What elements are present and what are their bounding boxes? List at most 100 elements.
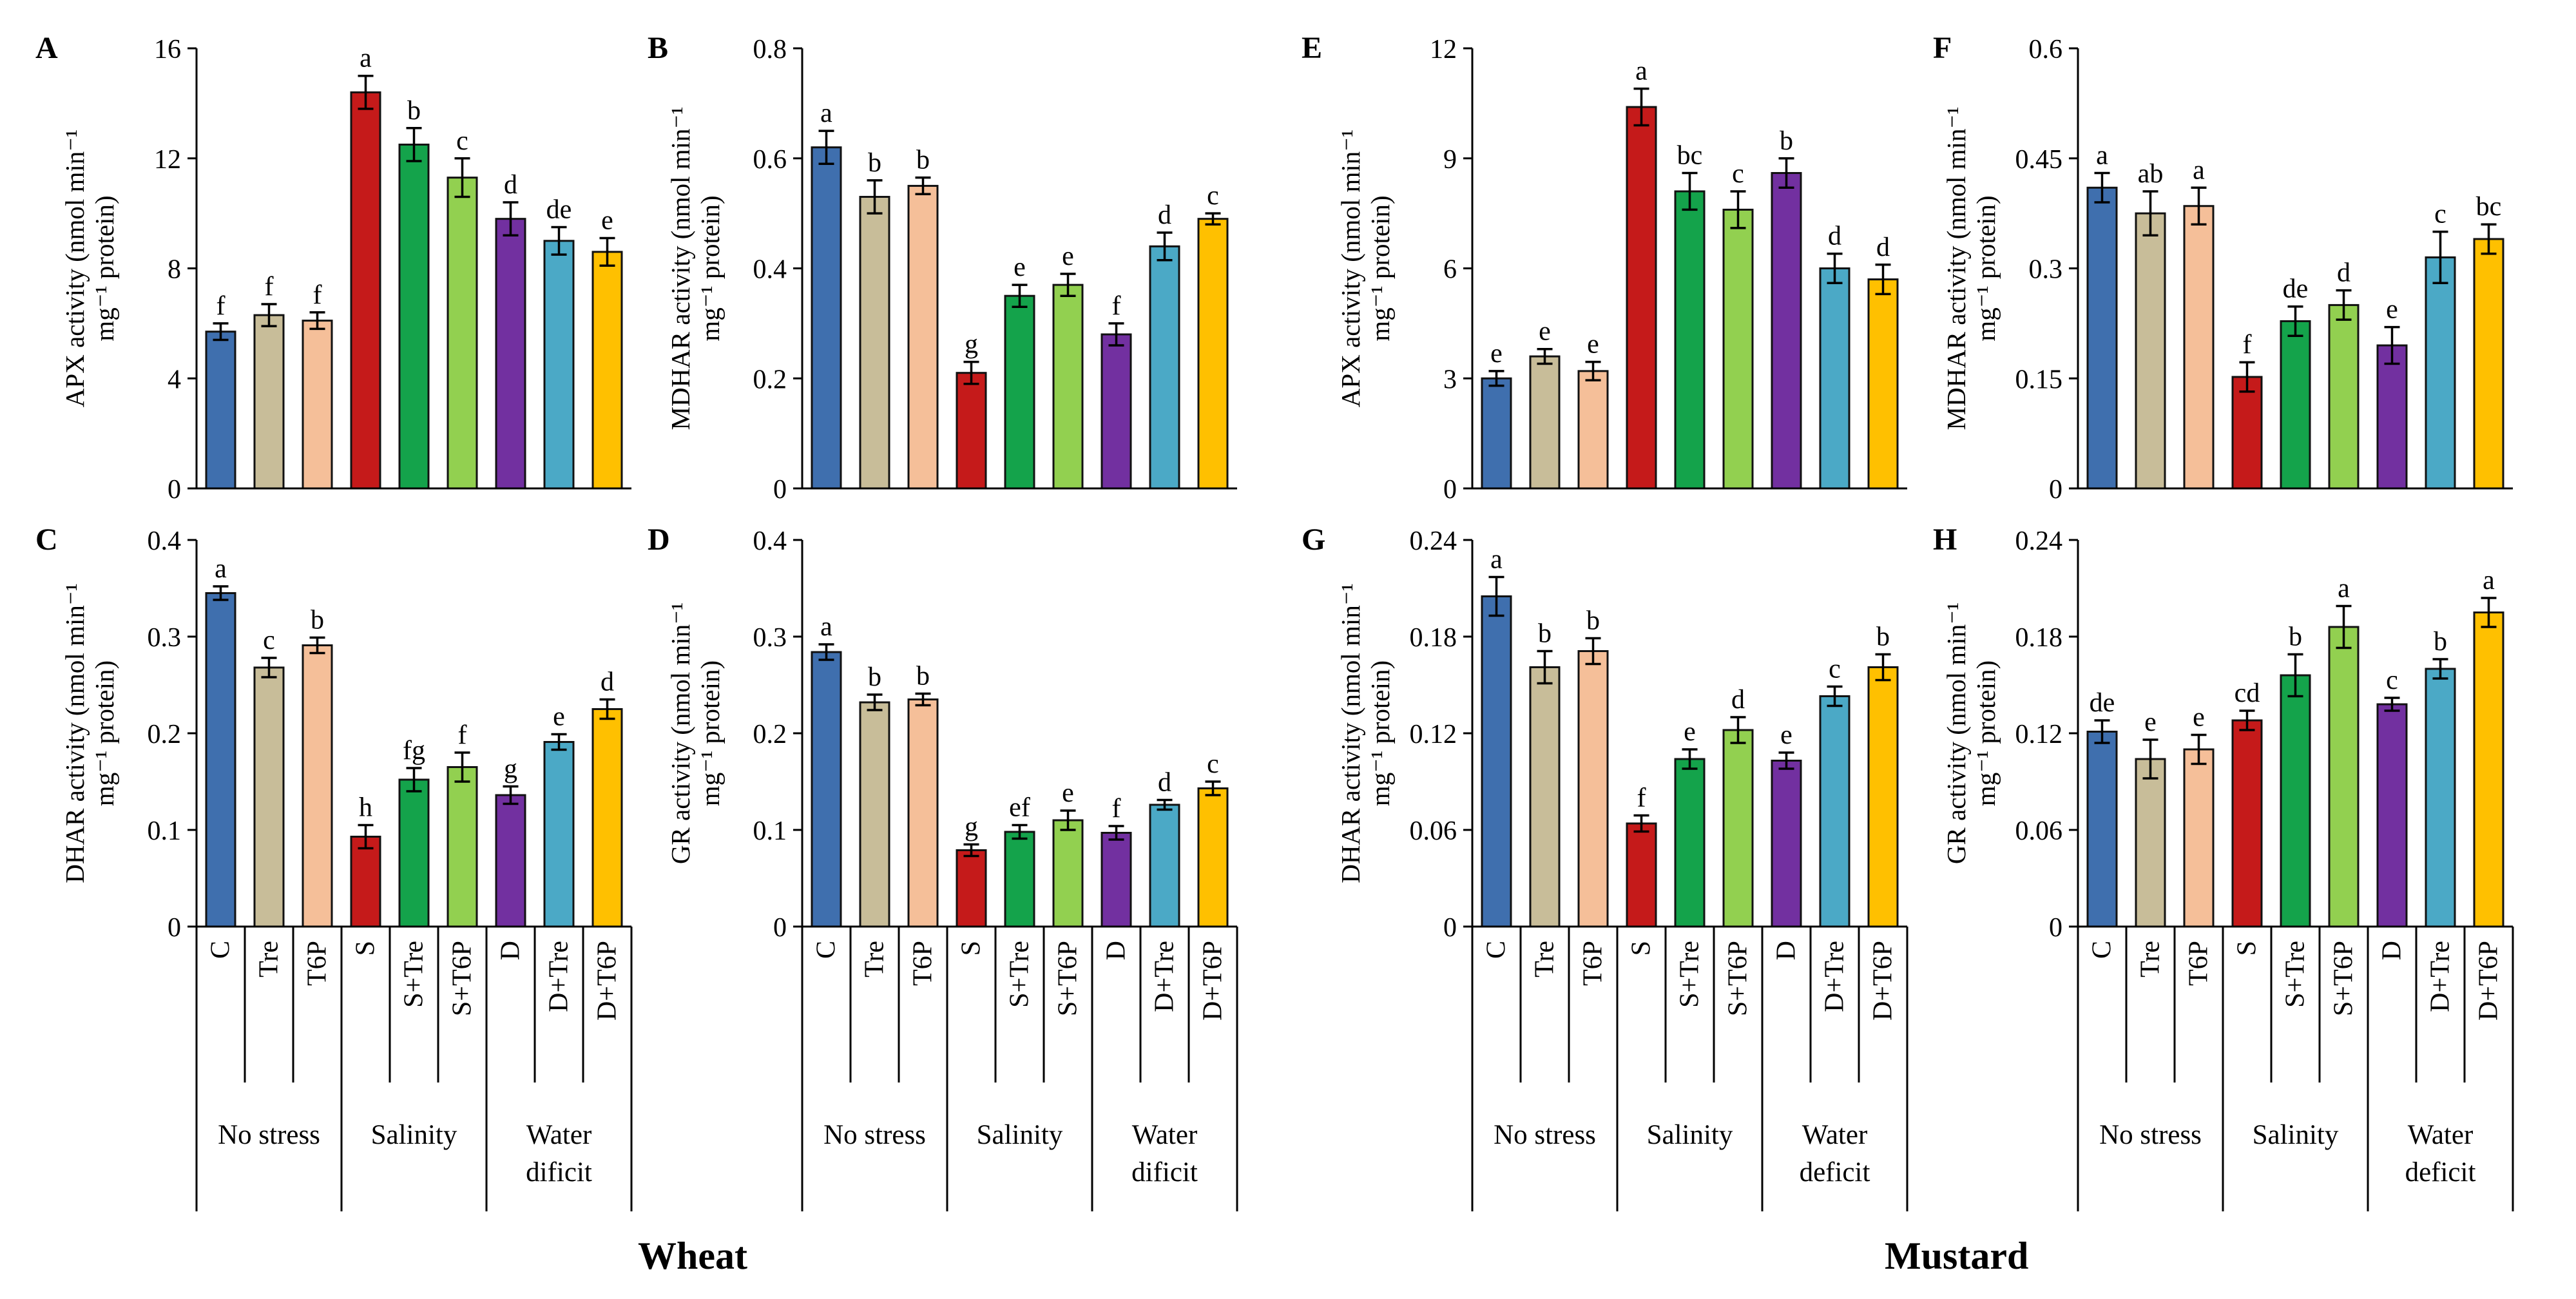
- y-axis-title-line: mg⁻¹ protein): [1971, 195, 2001, 341]
- y-tick-label: 0.06: [1410, 816, 1457, 846]
- x-category-label: D+Tre: [1820, 941, 1850, 1012]
- significance-letter: c: [2434, 200, 2446, 229]
- significance-letter: h: [359, 793, 372, 823]
- significance-letter: a: [2096, 141, 2108, 171]
- significance-letter: a: [1490, 545, 1503, 575]
- significance-letter: b: [2434, 627, 2447, 657]
- y-tick-label: 12: [154, 145, 181, 175]
- y-tick-label: 0.4: [148, 526, 182, 556]
- bar-S+T6P: [447, 177, 478, 490]
- y-axis-title-line: mg⁻¹ protein): [695, 660, 725, 806]
- bar-S: [956, 372, 987, 490]
- x-category-label: S: [2233, 941, 2262, 956]
- significance-letter: a: [2338, 574, 2350, 604]
- significance-letter: f: [458, 720, 467, 750]
- bar-Tre: [1529, 355, 1561, 490]
- group-label: Salinity: [371, 1120, 457, 1150]
- bar-Tre: [859, 196, 890, 490]
- bar-S: [2231, 719, 2263, 928]
- x-category-label: Tre: [860, 941, 890, 977]
- x-category-label: D+Tre: [2426, 941, 2456, 1012]
- significance-letter: e: [1014, 253, 1026, 282]
- significance-letter: b: [1538, 619, 1552, 649]
- bar-S: [350, 91, 381, 490]
- y-tick-label: 0: [2049, 913, 2062, 943]
- significance-letter: b: [2289, 622, 2302, 652]
- y-tick-label: 0.06: [2015, 816, 2063, 846]
- y-axis-title: APX activity (nmol min⁻¹mg⁻¹ protein): [1336, 130, 1395, 407]
- group-label: No stress: [1494, 1120, 1596, 1150]
- x-category-label: S+T6P: [448, 941, 477, 1016]
- significance-letter: d: [1731, 685, 1745, 715]
- bar-D+Tre: [543, 240, 575, 490]
- panel-D: D 0 0.1 0.2 0.3 0.4 GR activity (nmol min⁻¹mg⁻…: [648, 523, 1238, 1211]
- panel-F: F 0 0.15 0.3 0.45 0.6 MDHAR activity (nmol min…: [1933, 31, 2513, 505]
- y-axis-title-line: GR activity (nmol min⁻¹: [666, 602, 695, 864]
- x-category-label: S+T6P: [1053, 941, 1083, 1016]
- x-category-label: Tre: [1530, 941, 1560, 977]
- species-label-wheat: Wheat: [638, 1235, 747, 1277]
- significance-letter: c: [2386, 666, 2398, 695]
- significance-letter: fg: [403, 736, 425, 765]
- significance-letter: a: [2483, 566, 2495, 595]
- significance-letter: e: [1062, 242, 1074, 271]
- significance-letter: b: [1586, 606, 1600, 636]
- group-label: Salinity: [977, 1120, 1063, 1150]
- bar-S: [956, 849, 987, 928]
- y-axis-title: MDHAR activity (nmol min⁻¹mg⁻¹ protein): [666, 107, 725, 430]
- bar-D: [2376, 344, 2408, 490]
- significance-letter: ab: [2138, 159, 2164, 189]
- significance-letter: a: [2193, 155, 2205, 185]
- panel-letter: G: [1302, 523, 1325, 557]
- y-tick-label: 0: [168, 913, 181, 943]
- y-tick-label: 0.6: [753, 145, 787, 175]
- bar-D+Tre: [1819, 267, 1850, 490]
- y-tick-label: 16: [154, 35, 181, 64]
- group-label: deficit: [2405, 1157, 2476, 1188]
- bar-S+T6P: [447, 766, 478, 928]
- bar-T6P: [1577, 370, 1609, 490]
- group-label: Salinity: [2253, 1120, 2339, 1150]
- bar-Tre: [1529, 666, 1561, 928]
- y-tick-label: 0.3: [753, 623, 787, 653]
- significance-letter: f: [1112, 794, 1121, 823]
- significance-letter: ef: [1009, 793, 1030, 823]
- y-axis-title-line: mg⁻¹ protein): [1971, 660, 2001, 806]
- x-category-label: D+T6P: [1198, 941, 1228, 1021]
- x-category-label: T6P: [303, 941, 332, 986]
- significance-letter: a: [1635, 57, 1648, 86]
- group-label: Water: [2408, 1120, 2474, 1150]
- y-tick-label: 0.3: [2029, 255, 2063, 285]
- x-category-label: Tre: [255, 941, 284, 977]
- significance-letter: de: [546, 195, 572, 224]
- y-tick-label: 0.4: [753, 255, 787, 285]
- y-axis-title: APX activity (nmol min⁻¹mg⁻¹ protein): [60, 130, 119, 407]
- y-tick-label: 0: [1443, 475, 1457, 505]
- group-label: deficit: [1800, 1157, 1870, 1188]
- group-label: Salinity: [1647, 1120, 1733, 1150]
- bar-T6P: [302, 644, 333, 928]
- bar-S+Tre: [2280, 320, 2311, 490]
- bar-C: [1481, 595, 1512, 928]
- y-tick-label: 0.2: [753, 365, 787, 394]
- x-category-label: D: [1102, 941, 1131, 960]
- significance-letter: e: [1684, 717, 1696, 747]
- x-category-label: S+Tre: [399, 941, 429, 1008]
- y-axis-title-line: DHAR activity (nmol min⁻¹: [1336, 583, 1365, 883]
- y-tick-label: 9: [1443, 145, 1457, 175]
- bar-C: [205, 592, 236, 928]
- bar-Tre: [2135, 212, 2166, 490]
- x-category-label: D: [1772, 941, 1802, 960]
- bar-S+Tre: [398, 143, 430, 490]
- y-tick-label: 0.2: [148, 720, 182, 749]
- significance-letter: d: [601, 668, 614, 697]
- x-category-label: C: [812, 941, 841, 959]
- bar-T6P: [907, 698, 939, 928]
- bar-T6P: [302, 320, 333, 490]
- significance-letter: a: [820, 612, 832, 642]
- significance-letter: de: [2090, 688, 2115, 718]
- significance-letter: g: [965, 813, 978, 842]
- panel-B: B 0 0.2 0.4 0.6 0.8 MDHAR activity (nmol min⁻¹…: [648, 31, 1237, 505]
- significance-letter: e: [2386, 295, 2398, 325]
- significance-letter: c: [1732, 159, 1744, 189]
